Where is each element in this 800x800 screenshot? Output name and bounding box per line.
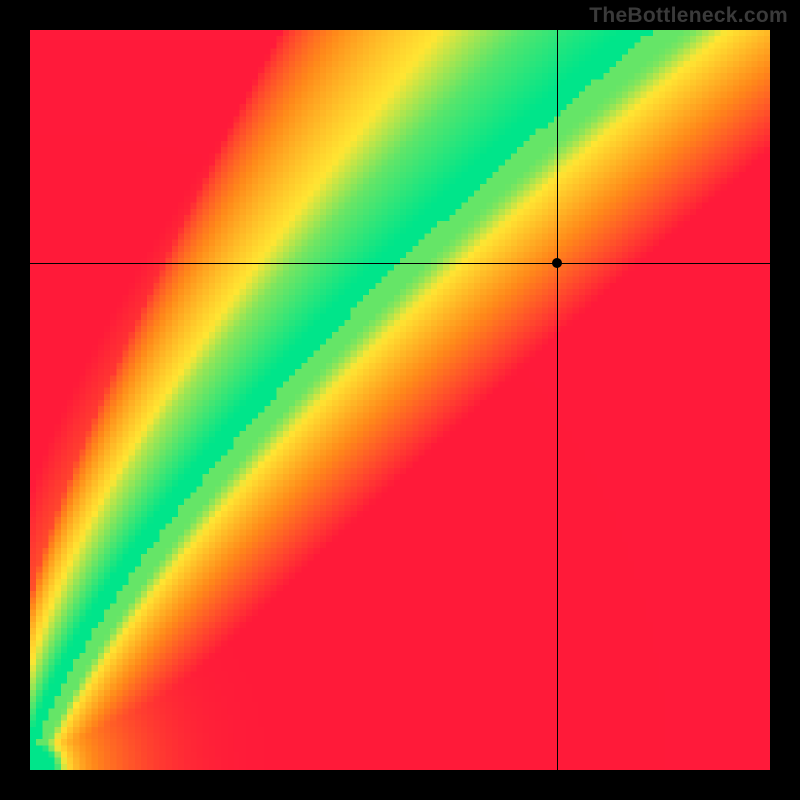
crosshair-vertical	[557, 30, 558, 770]
crosshair-horizontal	[30, 263, 770, 264]
chart-container: { "chart": { "type": "heatmap", "canvas_…	[0, 0, 800, 800]
bottleneck-heatmap	[30, 30, 770, 770]
watermark-text: TheBottleneck.com	[589, 4, 788, 28]
selection-marker	[552, 258, 562, 268]
